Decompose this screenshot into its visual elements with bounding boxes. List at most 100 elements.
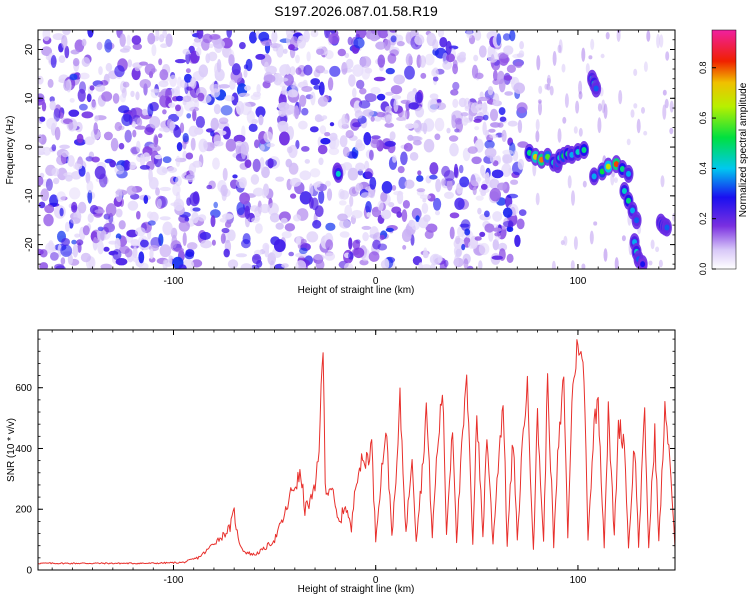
noise-blob <box>475 195 484 201</box>
noise-blob <box>147 220 156 226</box>
noise-blob <box>669 100 674 113</box>
noise-blob <box>480 183 488 190</box>
noise-blob <box>573 236 578 250</box>
noise-blob <box>581 263 586 269</box>
noise-blob <box>419 55 427 68</box>
noise-blob <box>60 244 73 257</box>
noise-blob <box>211 239 216 246</box>
noise-blob <box>315 259 325 269</box>
noise-blob <box>318 190 325 204</box>
noise-blob <box>114 65 125 78</box>
noise-blob <box>422 122 428 135</box>
noise-blob <box>313 254 325 261</box>
noise-blob <box>538 100 542 116</box>
noise-blob <box>127 59 133 68</box>
noise-blob <box>491 169 504 179</box>
noise-blob <box>423 138 435 153</box>
noise-blob <box>337 213 348 222</box>
noise-blob <box>55 265 66 269</box>
noise-blob <box>115 258 128 266</box>
noise-blob <box>452 63 458 75</box>
noise-blob <box>323 69 329 74</box>
noise-blob <box>175 175 182 187</box>
noise-blob <box>446 127 451 134</box>
noise-blob <box>295 260 307 269</box>
noise-blob <box>182 150 188 161</box>
noise-blob <box>502 33 511 41</box>
noise-blob <box>160 43 168 48</box>
noise-blob <box>482 121 487 136</box>
noise-blob <box>149 248 154 260</box>
noise-blob <box>155 30 160 41</box>
noise-blob <box>236 201 245 216</box>
noise-blob <box>244 159 252 168</box>
noise-blob <box>516 218 525 230</box>
noise-blob <box>38 75 44 85</box>
noise-blob <box>451 114 457 129</box>
noise-blob <box>251 118 259 125</box>
noise-blob <box>285 158 293 168</box>
noise-blob <box>491 255 503 260</box>
noise-blob <box>77 88 86 102</box>
noise-blob <box>489 187 501 202</box>
noise-blob <box>198 138 208 153</box>
noise-blob <box>239 42 246 50</box>
noise-blob <box>321 115 328 120</box>
noise-blob <box>414 91 423 104</box>
noise-blob <box>148 169 153 183</box>
noise-blob <box>600 53 605 59</box>
noise-blob <box>119 93 126 103</box>
noise-blob <box>224 221 232 228</box>
noise-blob <box>299 191 312 205</box>
noise-blob <box>167 166 178 173</box>
noise-blob <box>318 157 324 166</box>
noise-blob <box>266 143 275 148</box>
noise-blob <box>49 100 56 111</box>
noise-blob <box>452 89 457 96</box>
noise-blob <box>40 188 49 202</box>
noise-blob <box>68 121 74 131</box>
noise-blob <box>244 85 251 91</box>
noise-blob <box>252 158 261 173</box>
noise-blob <box>324 50 334 60</box>
noise-blob <box>218 117 229 125</box>
noise-blob <box>38 201 46 209</box>
noise-blob <box>114 237 121 251</box>
noise-blob <box>551 260 556 269</box>
noise-blob <box>557 128 562 143</box>
noise-blob <box>364 93 377 103</box>
noise-blob <box>381 209 392 220</box>
noise-blob <box>449 143 459 157</box>
noise-blob <box>57 244 62 257</box>
noise-blob <box>38 144 45 154</box>
noise-blob <box>275 222 284 230</box>
noise-blob <box>178 264 187 269</box>
noise-blob <box>222 126 231 140</box>
noise-blob <box>192 207 201 212</box>
noise-blob <box>128 161 137 170</box>
noise-blob <box>393 74 406 85</box>
noise-blob <box>339 231 350 238</box>
noise-blob <box>301 146 310 152</box>
noise-blob <box>290 193 297 199</box>
noise-blob <box>613 177 618 184</box>
noise-blob <box>162 109 167 115</box>
noise-blob <box>478 260 483 269</box>
noise-blob <box>155 187 160 196</box>
noise-blob <box>397 166 405 174</box>
noise-blob <box>492 227 502 232</box>
noise-blob <box>240 141 249 155</box>
noise-blob <box>112 249 122 260</box>
noise-blob <box>487 86 494 96</box>
noise-blob <box>72 244 79 258</box>
noise-blob <box>351 209 363 219</box>
noise-blob <box>238 92 250 97</box>
noise-blob <box>131 121 136 128</box>
noise-blob <box>61 150 70 158</box>
noise-blob <box>427 98 438 113</box>
noise-blob <box>110 137 119 152</box>
noise-blob <box>643 130 648 136</box>
noise-blob <box>616 30 621 42</box>
noise-blob <box>235 253 248 258</box>
noise-blob <box>403 142 413 152</box>
